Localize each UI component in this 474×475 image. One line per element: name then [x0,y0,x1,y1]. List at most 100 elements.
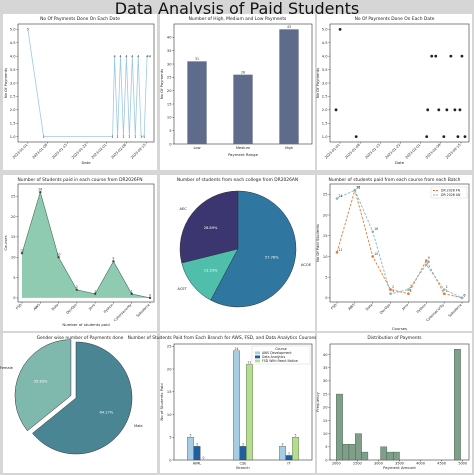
point-label: 26 [356,186,360,190]
series-point [389,292,392,296]
point-label: 2 [446,285,448,289]
x-tick-label: 2000 [332,462,341,466]
point-label: 0 [464,293,466,297]
histogram-bar [392,451,400,461]
point-label: 1 [140,135,142,139]
legend-swatch [255,355,260,359]
point-label: 0 [464,293,466,297]
legend-box [251,345,311,365]
pie-slice [179,190,239,264]
point-marker [20,251,24,255]
scatter-point [445,108,449,112]
pie-slice-label: AEC [180,207,188,211]
y-tick-label: 30 [323,379,328,383]
x-tick-label: Data [51,303,60,312]
point-label: 11 [20,249,24,253]
y-tick-label: 3.0 [322,81,328,85]
y-tick-label: 0 [169,142,172,146]
histogram-bar [336,393,343,461]
scatter-point [449,54,453,58]
chart-title: Number of Students Paid from Each Branch… [128,335,348,341]
panel-background [317,175,472,331]
y-tick-label: 20 [167,89,172,93]
scatter-point [460,54,464,58]
point-label: 0 [149,293,151,297]
bar-value-label: 3 [196,442,198,446]
series-point [442,292,446,296]
point-label: 10 [57,253,61,257]
series-point [335,251,339,254]
series-point [371,255,375,258]
y-tick-label: 4.5 [322,41,328,45]
scatter-point [437,108,441,112]
bar-value-label: 5 [190,433,192,437]
bar-value-label: 1 [288,451,290,455]
series-point [460,296,464,300]
y-axis-label: No Of Payments [315,68,320,99]
point-label: 1 [446,289,448,293]
panel-p3: No Of Payments Done On Each Date Date No O… [315,14,472,170]
scatter-point [442,135,446,139]
bar-value-label: 5 [295,433,297,437]
point-marker [130,292,133,296]
point-label: 10 [374,252,378,256]
point-marker [93,292,97,296]
pie-slice [14,339,72,432]
point-label: 2 [410,285,412,289]
x-axis-label: Date [395,160,405,165]
y-tick-label: 25 [323,392,328,396]
y-tick-label: 5 [325,275,327,279]
y-tick-label: 5 [325,445,327,449]
chart-title: Number of High, Medium and Low Payments [189,16,287,22]
point-label: 4 [131,54,133,58]
y-tick-label: 4.5 [10,41,16,45]
y-tick-label: 10 [11,256,16,260]
histogram-bar [386,451,394,461]
y-axis-label: No Of Paid Students [315,224,320,262]
pie-slice-label: ACET [177,287,187,291]
point-label: 1 [410,289,412,293]
point-marker [39,190,42,194]
y-tick-label: 1.5 [322,122,328,126]
x-tick-label: 4000 [416,462,425,466]
point-label: 9 [428,256,430,260]
point-label: 1 [134,135,136,139]
y-tick-label: 40 [167,36,172,40]
point-label: 1 [143,135,145,139]
bar-value-label: 26 [241,70,245,74]
panel-p8: Number of Students Paid from Each Branch… [128,333,348,473]
x-tick-label: Python [103,303,114,314]
y-tick-label: 40 [323,353,328,357]
point-label: 11 [339,248,343,252]
plot-frame [17,183,155,303]
scatter-point [434,54,438,58]
y-tick-label: 15 [11,235,16,239]
x-tick-label: Medium [236,146,251,150]
legend-label: AWS Development [262,351,292,355]
pie-slice-percent: 57.78% [265,256,279,260]
point-label: 4 [125,54,127,58]
area-fill [22,192,150,298]
y-tick-label: 2.5 [10,95,16,99]
series-point [335,197,339,200]
legend-label: DR 2026 FN [441,189,461,193]
point-label: 26 [38,188,42,192]
x-tick-label: 5000 [458,462,467,466]
point-marker [148,296,152,300]
scatter-point [463,135,467,139]
y-tick-label: 35 [323,366,328,370]
point-label: 1 [117,135,119,139]
y-axis-label: No Of Payments [3,68,8,99]
y-axis-label: Courses [3,235,8,250]
pie-slice-label: Male [134,424,143,428]
point-marker [112,260,115,263]
point-label: 1 [43,135,45,139]
legend-label: DR 2026 AN [441,193,461,197]
y-axis-label: No of Students Paid [159,383,164,421]
x-axis-label: Branch [236,465,250,470]
y-tick-label: 5.0 [322,28,328,32]
pie-slice-percent: 13.33% [204,269,218,273]
series-point [424,259,428,262]
